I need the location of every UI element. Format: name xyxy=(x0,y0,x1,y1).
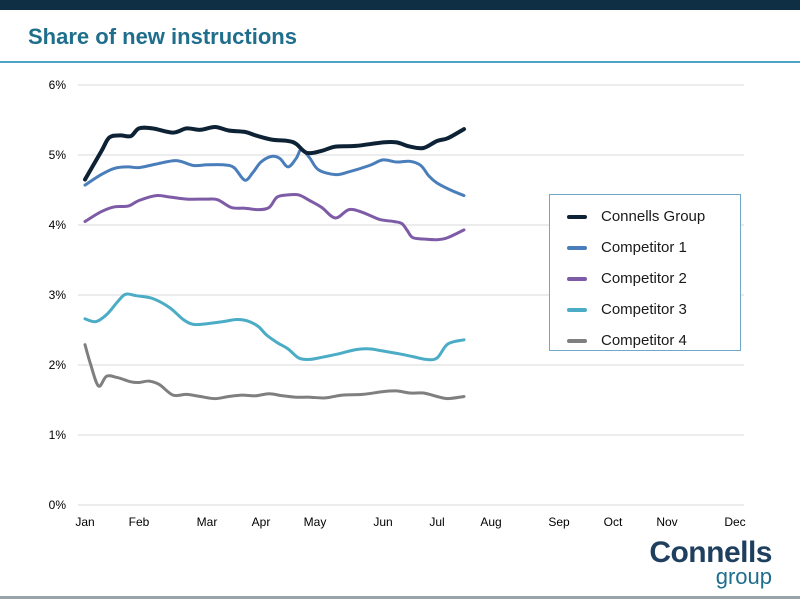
footer-divider xyxy=(0,596,800,599)
series-line-competitor-1 xyxy=(83,147,466,198)
legend-item-competitor-3: Competitor 3 xyxy=(550,294,740,325)
x-tick-label: Sep xyxy=(548,515,570,529)
legend-label: Competitor 4 xyxy=(601,332,687,349)
y-axis-ticks: 0% 1% 2% 3% 4% 5% 6% xyxy=(49,78,67,512)
page-title: Share of new instructions xyxy=(28,24,297,49)
legend-label: Competitor 2 xyxy=(601,270,687,287)
series-lines xyxy=(83,125,466,401)
logo-word-group: group xyxy=(715,564,772,589)
y-tick-label: 6% xyxy=(49,78,67,92)
x-axis-ticks: Jan Feb Mar Apr May Jun Jul Aug Sep Oct Nov Dec xyxy=(75,515,745,529)
series-line-competitor-3 xyxy=(83,292,466,362)
legend-item-competitor-2: Competitor 2 xyxy=(550,263,740,294)
x-tick-label: May xyxy=(304,515,327,529)
legend-item-connells-group: Connells Group xyxy=(550,201,740,232)
connells-group-logo: Connells group xyxy=(649,538,772,588)
top-banner-bar xyxy=(0,0,800,10)
legend-item-competitor-4: Competitor 4 xyxy=(550,325,740,356)
chart-legend: Connells Group Competitor 1 Competitor 2… xyxy=(549,194,741,351)
x-tick-label: Apr xyxy=(252,515,271,529)
series-line-connells-group xyxy=(83,125,466,182)
legend-swatch xyxy=(567,307,587,312)
y-tick-label: 5% xyxy=(49,148,67,162)
y-tick-label: 0% xyxy=(49,498,67,512)
y-tick-label: 2% xyxy=(49,358,67,372)
series-line-competitor-2 xyxy=(83,192,466,242)
y-tick-label: 3% xyxy=(49,288,67,302)
x-tick-label: Oct xyxy=(604,515,623,529)
x-tick-label: Dec xyxy=(724,515,745,529)
legend-swatch xyxy=(567,276,587,281)
y-tick-label: 4% xyxy=(49,218,67,232)
x-tick-label: Feb xyxy=(129,515,150,529)
title-divider xyxy=(0,61,800,63)
x-tick-label: Jul xyxy=(429,515,444,529)
legend-item-competitor-1: Competitor 1 xyxy=(550,232,740,263)
series-line-competitor-4 xyxy=(83,343,466,401)
legend-swatch xyxy=(567,214,587,219)
x-tick-label: Nov xyxy=(656,515,677,529)
logo-word-connells: Connells xyxy=(649,536,772,569)
x-tick-label: Jan xyxy=(75,515,94,529)
legend-swatch xyxy=(567,245,587,250)
legend-label: Connells Group xyxy=(601,208,706,225)
legend-label: Competitor 1 xyxy=(601,239,687,256)
x-tick-label: Jun xyxy=(373,515,392,529)
x-tick-label: Aug xyxy=(480,515,501,529)
legend-label: Competitor 3 xyxy=(601,301,687,318)
legend-swatch xyxy=(567,338,587,343)
y-tick-label: 1% xyxy=(49,428,67,442)
x-tick-label: Mar xyxy=(197,515,218,529)
